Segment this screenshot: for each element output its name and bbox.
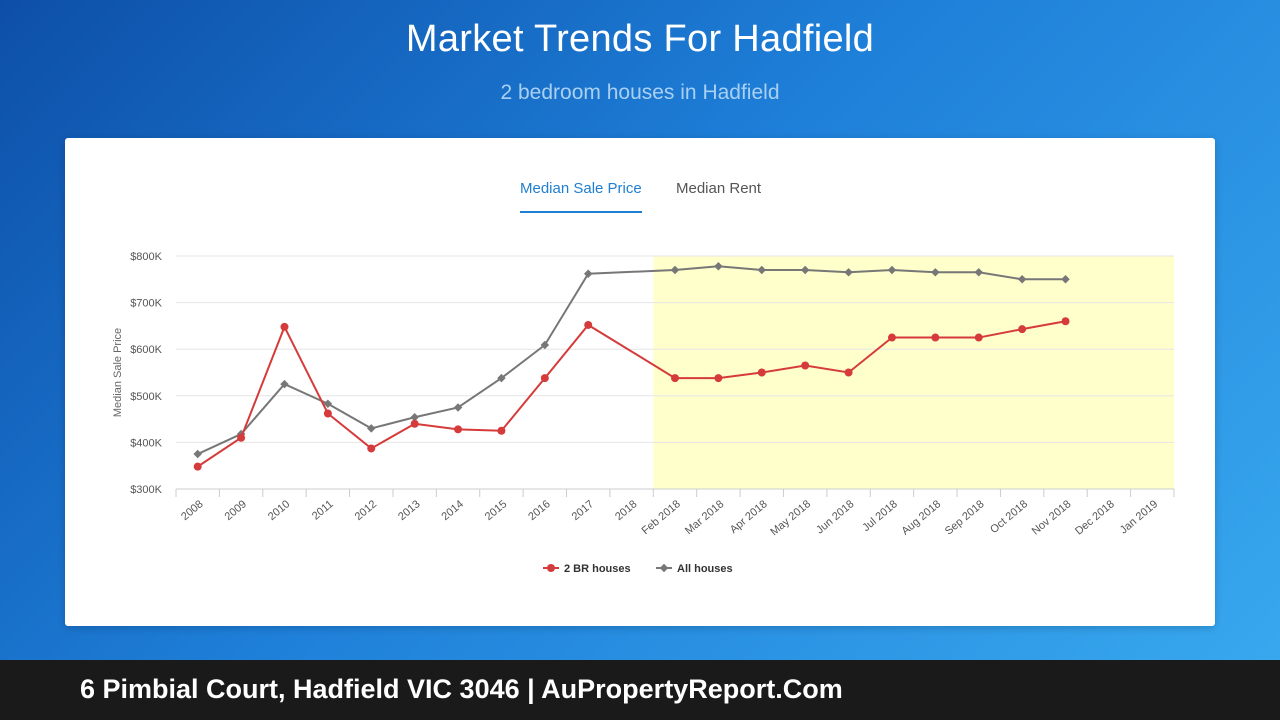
x-tick-label: 2008 [179, 498, 205, 523]
x-tick-label: Apr 2018 [728, 498, 770, 536]
x-tick-label: 2011 [310, 498, 336, 522]
legend-item-two-br-houses: 2 BR houses [543, 563, 631, 575]
footer-bar: 6 Pimbial Court, Hadfield VIC 3046 | AuP… [0, 660, 1280, 720]
data-point-two-br-houses [454, 425, 463, 434]
x-tick-label: Jun 2018 [814, 498, 856, 536]
legend-item-all-houses: All houses [656, 563, 733, 575]
x-tick-label: Sep 2018 [943, 498, 987, 537]
data-point-two-br-houses [193, 462, 202, 471]
x-tick-label: 2018 [613, 498, 639, 523]
x-tick-label: Mar 2018 [683, 498, 726, 537]
y-axis-label: Median Sale Price [112, 328, 124, 417]
data-point-two-br-houses [931, 333, 940, 342]
x-tick-label: 2009 [223, 498, 249, 523]
data-point-two-br-houses [237, 433, 246, 442]
x-tick-label: 2014 [440, 498, 466, 523]
data-point-all-houses [410, 412, 419, 422]
y-tick-label: $500K [130, 391, 162, 403]
data-point-two-br-houses [323, 409, 332, 418]
data-point-two-br-houses [367, 444, 376, 453]
x-tick-label: May 2018 [768, 498, 813, 538]
data-point-all-houses [844, 268, 853, 277]
data-point-two-br-houses [540, 374, 549, 383]
legend-label: 2 BR houses [564, 563, 631, 575]
x-tick-label: Aug 2018 [899, 498, 943, 537]
x-tick-label: 2013 [396, 498, 422, 523]
page-title: Market Trends For Hadfield [405, 18, 875, 60]
legend-marker [547, 564, 555, 572]
x-tick-label: Dec 2018 [1073, 498, 1117, 537]
y-tick-label: $700K [130, 298, 162, 310]
chart-card: $300K $400K $500K $600K $700K $800K Median Sal… [65, 138, 1215, 626]
x-tick-label: Oct 2018 [988, 498, 1030, 536]
data-point-all-houses [367, 424, 376, 433]
data-point-all-houses [497, 373, 506, 383]
series-line-two-br-houses [197, 320, 1066, 468]
x-tick-label: 2017 [570, 498, 596, 523]
data-point-two-br-houses [844, 368, 853, 377]
legend-label: All houses [677, 563, 733, 575]
data-point-two-br-houses [584, 320, 593, 329]
tab-median-rent[interactable]: Median Rent [676, 180, 762, 197]
data-point-all-houses [974, 268, 983, 277]
data-point-all-houses [280, 379, 289, 389]
series-line-all-houses [197, 265, 1066, 455]
data-point-two-br-houses [497, 426, 506, 435]
x-tick-label: Feb 2018 [640, 498, 683, 537]
data-point-two-br-houses [671, 374, 679, 383]
data-point-all-houses [453, 403, 463, 412]
highlight-band [653, 256, 1174, 489]
data-point-two-br-houses [1061, 317, 1070, 326]
data-point-two-br-houses [714, 374, 723, 383]
data-point-two-br-houses [410, 419, 419, 428]
data-point-all-houses [540, 340, 550, 350]
chart-tabs: Median Sale Price Median Rent [65, 180, 1215, 220]
tab-median-sale-price[interactable]: Median Sale Price [520, 180, 642, 213]
y-tick-label: $300K [130, 484, 162, 496]
legend-marker [659, 563, 669, 573]
footer-address: 6 Pimbial Court, Hadfield VIC 3046 | AuP… [80, 674, 843, 704]
data-point-two-br-houses [757, 368, 766, 377]
x-tick-label: Nov 2018 [1030, 498, 1074, 537]
x-tick-label: 2015 [483, 498, 509, 523]
data-point-two-br-houses [887, 333, 896, 342]
page-subtitle: 2 bedroom houses in Hadfield [500, 81, 780, 104]
x-tick-label: Jul 2018 [860, 498, 900, 534]
data-point-two-br-houses [974, 333, 983, 342]
y-tick-label: $800K [130, 251, 162, 263]
y-tick-label: $600K [130, 344, 162, 356]
market-trends-chart: $300K $400K $500K $600K $700K $800K Median Sal… [112, 251, 1175, 575]
data-point-all-houses [193, 449, 202, 459]
data-point-two-br-houses [280, 322, 289, 331]
x-tick-label: 2012 [353, 498, 379, 523]
x-tick-label: 2010 [266, 498, 292, 523]
y-tick-label: $400K [130, 437, 162, 449]
x-tick-label: Jan 2019 [1118, 498, 1160, 536]
x-tick-label: 2016 [526, 498, 552, 523]
data-point-all-houses [323, 399, 333, 408]
data-point-two-br-houses [801, 361, 810, 370]
data-point-all-houses [931, 268, 940, 277]
data-point-two-br-houses [1018, 325, 1027, 334]
